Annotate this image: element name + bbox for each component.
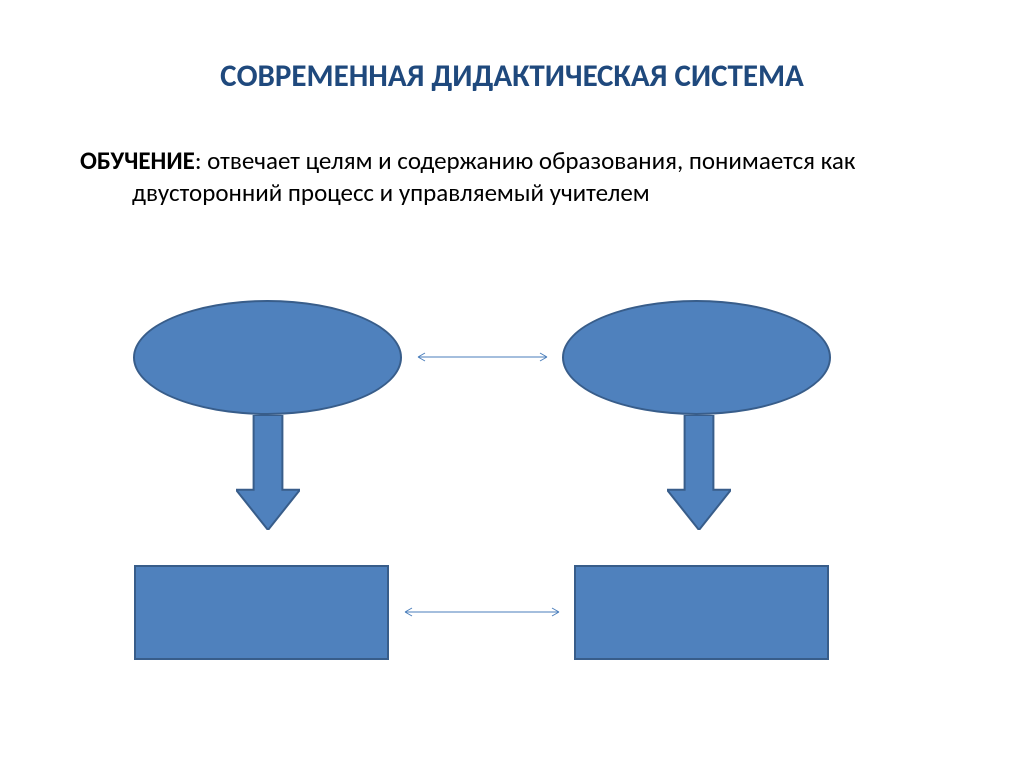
- diagram-container: [0, 0, 1024, 767]
- double-arrow-1: [397, 604, 567, 620]
- rect-node-0: [134, 565, 389, 660]
- rect-node-1: [574, 565, 829, 660]
- ellipse-node-0: [133, 300, 402, 415]
- ellipse-node-1: [562, 300, 831, 415]
- down-arrow-0: [236, 415, 300, 530]
- double-arrow-0: [410, 349, 555, 365]
- down-arrow-1: [667, 415, 731, 530]
